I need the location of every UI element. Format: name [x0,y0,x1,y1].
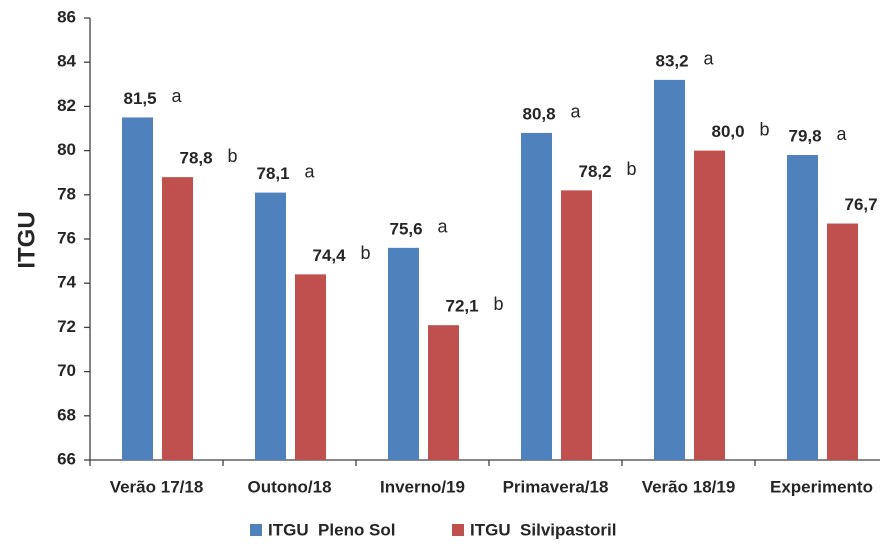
y-tick-label: 74 [57,273,76,292]
data-label: 78,1 [257,164,290,183]
y-tick-label: 82 [57,96,76,115]
bar [521,132,552,461]
significance-letter: a [837,124,848,144]
y-tick-label: 76 [57,228,76,247]
x-tick-label: Primavera/18 [503,477,609,496]
bar [654,79,685,460]
data-label: 75,6 [390,219,423,238]
legend-swatch [452,524,464,536]
legend-label: ITGU Silvipastoril [470,520,616,539]
y-tick-label: 80 [57,140,76,159]
data-label: 80,0 [712,122,745,141]
data-label: 80,8 [523,104,556,123]
y-axis-label: ITGU [13,211,40,268]
data-label: 78,2 [579,162,612,181]
significance-letter: a [438,217,449,237]
significance-letter: b [494,294,504,314]
significance-letter: a [172,86,183,106]
data-label: 81,5 [124,89,157,108]
x-tick-label: Verão 18/19 [642,477,736,496]
significance-letter: b [361,243,371,263]
legend-swatch [250,524,262,536]
y-tick-label: 70 [57,361,76,380]
x-tick-label: Inverno/19 [380,477,465,496]
bar [787,155,818,460]
data-label: 72,1 [446,297,479,316]
y-tick-label: 66 [57,449,76,468]
y-tick-label: 78 [57,184,76,203]
bar [428,325,459,460]
y-tick-label: 68 [57,405,76,424]
bar [295,274,326,460]
y-tick-label: 72 [57,317,76,336]
bar [255,192,286,460]
data-label: 74,4 [313,246,347,265]
significance-letter: a [571,102,582,122]
y-tick-label: 84 [57,52,76,71]
x-tick-label: Experimento [770,477,873,496]
bar [561,190,592,460]
x-tick-label: Verão 17/18 [110,477,204,496]
significance-letter: a [305,161,316,181]
significance-letter: a [704,49,715,69]
data-label: 79,8 [789,127,822,146]
legend-label: ITGU Pleno Sol [268,520,396,539]
significance-letter: b [228,146,238,166]
y-tick-label: 86 [57,7,76,26]
bar [162,177,193,460]
bar [827,223,858,460]
bar [122,117,153,460]
bar [694,150,725,460]
data-label: 76,7 [845,195,878,214]
significance-letter: b [760,119,770,139]
data-label: 78,8 [180,149,213,168]
bar [388,247,419,460]
x-tick-label: Outono/18 [247,477,331,496]
significance-letter: b [627,159,637,179]
data-label: 83,2 [656,51,689,70]
